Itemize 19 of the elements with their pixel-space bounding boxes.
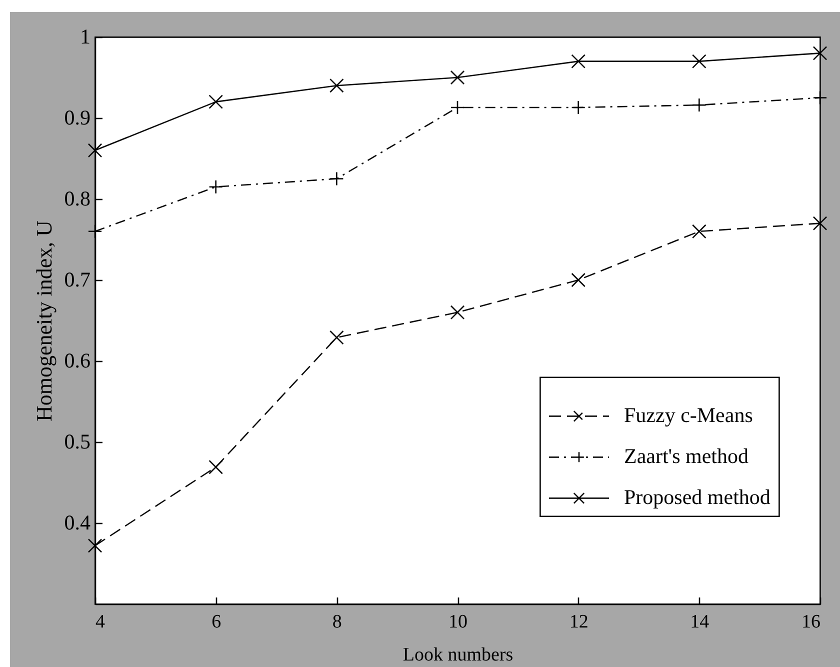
x-tick-label: 14 [690,612,710,632]
legend-label: Proposed method [624,485,771,510]
x-tick-label: 8 [332,612,342,632]
legend-label: Zaart's method [624,444,749,468]
x-tick-label: 12 [569,612,588,632]
y-tick-label: 1 [80,24,90,48]
y-tick-label: 0.9 [64,106,90,130]
y-tick-label: 0.5 [64,430,90,454]
legend-label: Fuzzy c-Means [624,403,753,428]
x-tick-label: 16 [802,612,820,632]
y-axis-title: Homogeneity index, U [31,220,56,422]
y-tick-label: 0.8 [64,186,90,210]
y-tick-label: 0.7 [64,268,90,292]
y-tick-label: 0.6 [64,348,90,372]
y-tick-label: 0.4 [64,510,91,534]
x-tick-label: 6 [212,612,222,632]
x-tick-label: 10 [448,612,468,632]
x-tick-label: 4 [96,612,106,632]
x-axis-title: Look numbers [402,644,514,666]
